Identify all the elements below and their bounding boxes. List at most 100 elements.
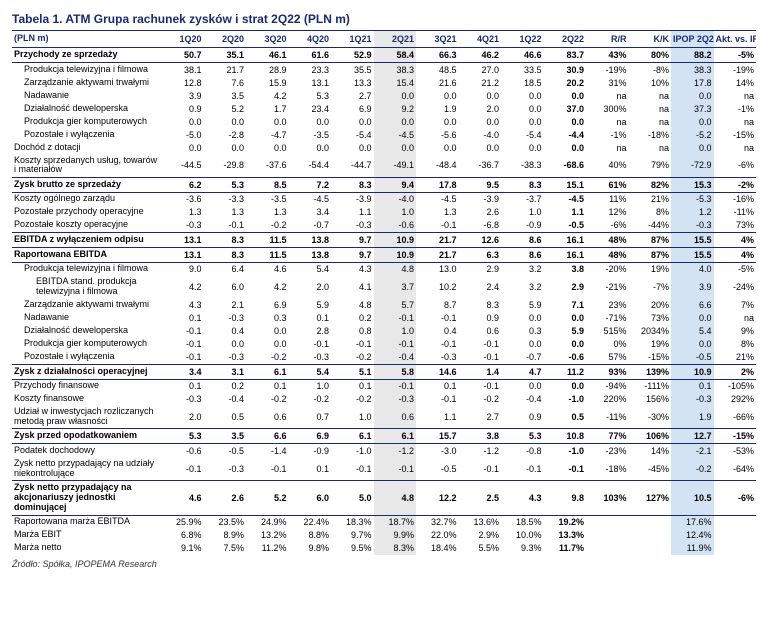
cell: 0.0 <box>501 141 544 154</box>
col-header: 1Q22 <box>501 31 544 48</box>
row-label: Działalność deweloperska <box>12 102 161 115</box>
cell: 21.7 <box>204 63 247 77</box>
row-label: Zysk netto przypadający na udziały nieko… <box>12 457 161 480</box>
cell: 15.7 <box>416 429 459 444</box>
cell: 11.7% <box>544 542 587 555</box>
cell: -64% <box>714 457 757 480</box>
cell: 12% <box>586 206 629 219</box>
cell: -44.5 <box>161 154 204 177</box>
cell: -0.3 <box>161 219 204 233</box>
cell <box>629 542 672 555</box>
cell: -36.7 <box>459 154 502 177</box>
cell: -0.2 <box>246 351 289 365</box>
cell: -94% <box>586 379 629 393</box>
cell: -0.4 <box>501 393 544 406</box>
cell: -0.5 <box>204 444 247 458</box>
cell: -1.2 <box>459 444 502 458</box>
cell: 0.0 <box>671 312 714 325</box>
row-label: Działalność deweloperska <box>12 325 161 338</box>
cell: 3.8 <box>544 262 587 276</box>
cell: 17.8 <box>671 76 714 89</box>
cell: 12.2 <box>416 481 459 516</box>
cell: 6.3 <box>459 247 502 262</box>
cell: 11.5 <box>246 232 289 247</box>
cell: 2.0 <box>161 406 204 429</box>
cell: 0.0 <box>501 102 544 115</box>
table-row: Pozostałe i wyłączenia-5.0-2.8-4.7-3.5-5… <box>12 128 756 141</box>
cell <box>586 515 629 529</box>
cell: -0.2 <box>459 393 502 406</box>
cell: 9.2 <box>374 102 417 115</box>
cell: -0.4 <box>204 393 247 406</box>
cell: -20% <box>586 262 629 276</box>
cell: 9.9% <box>374 529 417 542</box>
table-row: Produkcja gier komputerowych0.00.00.00.0… <box>12 115 756 128</box>
cell: na <box>586 141 629 154</box>
table-row: Nadawanie3.93.54.25.32.70.00.00.00.00.0n… <box>12 89 756 102</box>
cell: -18% <box>629 128 672 141</box>
cell: 12.7 <box>671 429 714 444</box>
cell: -53% <box>714 444 757 458</box>
cell: 3.9 <box>161 89 204 102</box>
cell: -0.1 <box>374 312 417 325</box>
row-label: EBITDA z wyłączeniem odpisu <box>12 232 161 247</box>
cell: 4.2 <box>246 89 289 102</box>
cell: 1.9 <box>671 406 714 429</box>
table-row: EBITDA stand. produkcja telewizyjna i fi… <box>12 276 756 299</box>
cell: 1.4 <box>459 364 502 379</box>
cell: 14% <box>629 444 672 458</box>
table-row: Udział w inwestycjach rozliczanych metod… <box>12 406 756 429</box>
cell: 23% <box>586 299 629 312</box>
cell: 8.7 <box>416 299 459 312</box>
row-label: Podatek dochodowy <box>12 444 161 458</box>
row-label: Marża EBIT <box>12 529 161 542</box>
cell: 10.9 <box>374 232 417 247</box>
cell: 0.0 <box>501 338 544 351</box>
cell: 15.1 <box>544 177 587 192</box>
cell: -0.3 <box>374 393 417 406</box>
cell: 23.5% <box>204 515 247 529</box>
col-header: 3Q20 <box>246 31 289 48</box>
cell: 8.3 <box>331 177 374 192</box>
table-row: Działalność deweloperska0.95.21.723.46.9… <box>12 102 756 115</box>
cell: 1.1 <box>416 406 459 429</box>
cell: 0.0 <box>374 89 417 102</box>
cell: 46.6 <box>501 48 544 63</box>
cell: 4% <box>714 232 757 247</box>
cell: -1.2 <box>374 444 417 458</box>
cell: -18% <box>586 457 629 480</box>
cell: 4.0 <box>671 262 714 276</box>
cell: -4.0 <box>459 128 502 141</box>
cell: 1.1 <box>331 206 374 219</box>
cell: -6% <box>586 219 629 233</box>
cell: 9.3% <box>501 542 544 555</box>
col-header: 4Q21 <box>459 31 502 48</box>
cell: -44% <box>629 219 672 233</box>
cell: 50.7 <box>161 48 204 63</box>
cell: -0.3 <box>671 393 714 406</box>
cell: -0.6 <box>161 444 204 458</box>
cell: -0.1 <box>374 379 417 393</box>
cell: 1.0 <box>331 406 374 429</box>
cell: 33.5 <box>501 63 544 77</box>
cell: -111% <box>629 379 672 393</box>
row-label: Raportowana marża EBITDA <box>12 515 161 529</box>
cell: 24.9% <box>246 515 289 529</box>
cell: -3.9 <box>331 192 374 206</box>
cell: -11% <box>586 406 629 429</box>
cell: 13.1 <box>289 76 332 89</box>
cell: 9.4 <box>374 177 417 192</box>
cell: 5.8 <box>374 364 417 379</box>
cell: -24% <box>714 276 757 299</box>
cell: 82% <box>629 177 672 192</box>
cell: -0.2 <box>331 393 374 406</box>
cell: 0.0 <box>331 115 374 128</box>
cell: 6.0 <box>289 481 332 516</box>
cell: -5.0 <box>161 128 204 141</box>
cell: -0.1 <box>459 338 502 351</box>
cell <box>714 529 757 542</box>
cell: 48.5 <box>416 63 459 77</box>
cell: -0.1 <box>331 338 374 351</box>
cell: 5.3 <box>204 177 247 192</box>
cell: 12.8 <box>161 76 204 89</box>
